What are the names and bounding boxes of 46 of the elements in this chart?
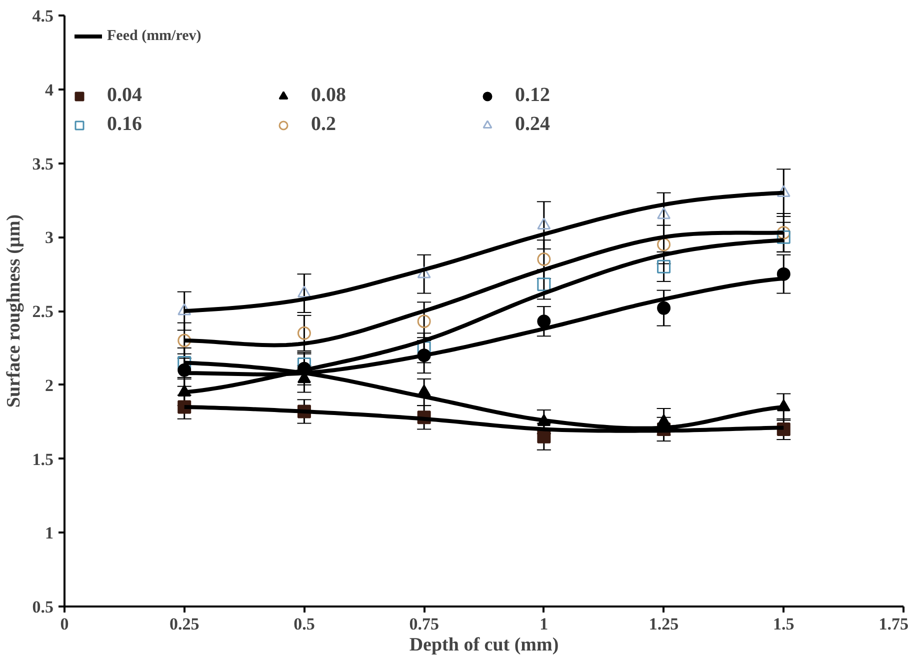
point xyxy=(178,334,192,348)
point xyxy=(537,278,551,292)
point xyxy=(417,314,431,328)
point xyxy=(537,314,551,328)
y-tick-label: 1.5 xyxy=(32,450,54,469)
y-tick-label: 2.5 xyxy=(32,302,54,321)
y-tick-label: 4.5 xyxy=(32,6,54,26)
point xyxy=(776,230,790,244)
y-tick-label: 3.5 xyxy=(32,154,54,174)
y-tick-label: 2 xyxy=(45,376,54,395)
legend-title: Feed (mm/rev) xyxy=(107,28,202,44)
x-tick-label: 1 xyxy=(540,614,548,634)
point xyxy=(297,286,311,298)
legend-label: 0.12 xyxy=(515,84,551,107)
x-tick-label: 0.25 xyxy=(169,614,200,634)
x-tick-label: 0.75 xyxy=(409,614,439,634)
legend-label: 0.24 xyxy=(515,113,551,136)
point xyxy=(776,226,790,240)
point xyxy=(178,356,192,370)
point xyxy=(178,303,192,316)
point xyxy=(537,218,551,230)
point xyxy=(657,207,671,220)
point xyxy=(537,252,551,266)
point xyxy=(776,267,790,281)
y-tick-label: 0.5 xyxy=(32,598,54,616)
legend-label: 0.04 xyxy=(107,84,143,107)
x-axis-title: Depth of cut (mm) xyxy=(409,634,559,656)
y-tick-label: 1 xyxy=(45,524,54,543)
legend-label: 0.08 xyxy=(311,84,347,107)
x-tick-label: 0.5 xyxy=(294,614,315,634)
point xyxy=(657,301,671,315)
x-tick-label: 1.75 xyxy=(878,614,908,634)
legend-label: 0.16 xyxy=(107,113,143,136)
x-tick-label: 1.25 xyxy=(648,614,679,634)
x-tick-label: 1.5 xyxy=(773,614,794,634)
point xyxy=(776,185,790,198)
y-tick-label: 4 xyxy=(45,80,54,100)
y-axis-title: Surface roughness (µm) xyxy=(3,214,24,408)
point xyxy=(297,326,311,340)
legend-label: 0.2 xyxy=(311,113,337,136)
point xyxy=(537,430,551,444)
point xyxy=(657,260,671,274)
point xyxy=(657,238,671,252)
point xyxy=(417,266,431,278)
x-tick-label: 0 xyxy=(60,614,69,634)
y-tick-label: 3 xyxy=(45,228,54,248)
